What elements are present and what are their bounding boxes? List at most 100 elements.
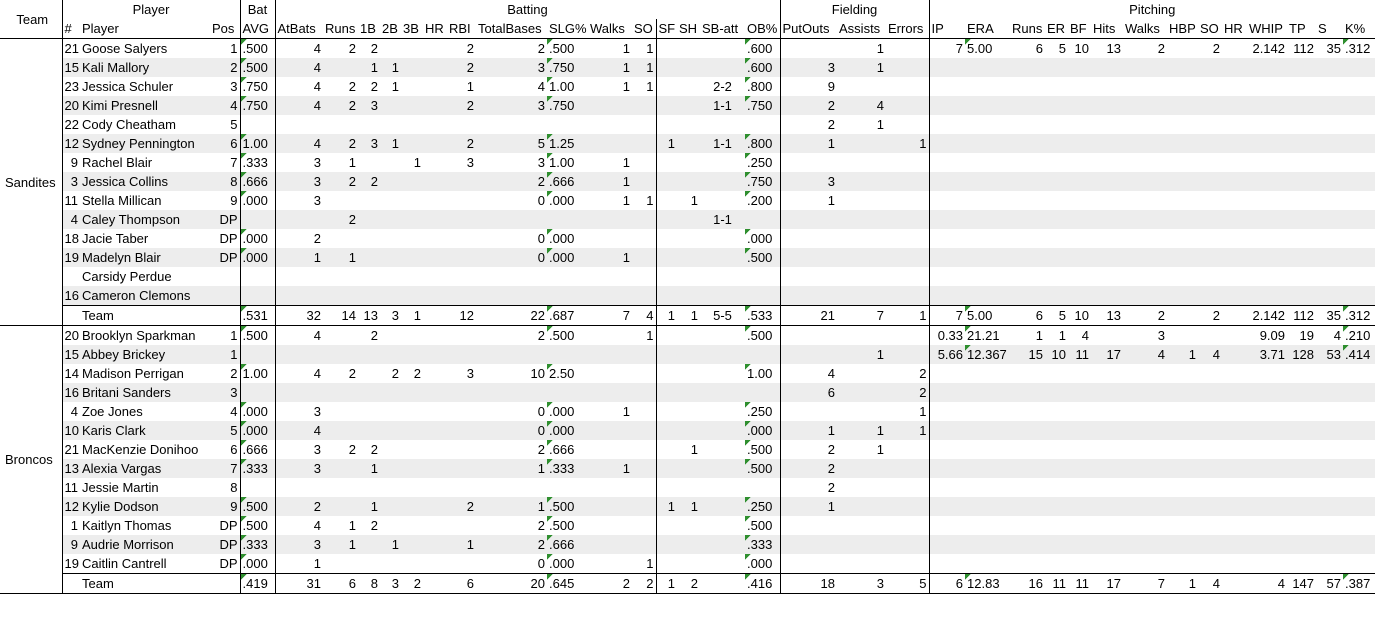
cell (928, 191, 966, 210)
cell: DP (210, 210, 240, 229)
cell: .387 (1343, 573, 1376, 594)
cell: .666 (547, 440, 588, 459)
cell (401, 267, 423, 286)
cell (423, 267, 447, 286)
cell: 2 (274, 229, 323, 248)
cell: 2 (779, 440, 838, 459)
cell: 1 (646, 193, 654, 208)
cell: Caitlin Cantrell (80, 554, 210, 574)
cell (1287, 191, 1316, 210)
cell (965, 535, 1011, 554)
cell (1010, 96, 1046, 115)
cell (1247, 248, 1288, 267)
cell (1167, 554, 1199, 574)
cell: 2 (1157, 41, 1166, 56)
cell (632, 153, 656, 172)
cell (1010, 440, 1045, 459)
cell: 10 (1074, 41, 1090, 56)
player-row: 21 MacKenzie Donihoo 6.666 3 2 2 2.666 1.500 2 1 (0, 440, 1375, 459)
cell (239, 478, 275, 497)
cell (1010, 191, 1045, 210)
cell: .000 (745, 229, 781, 248)
cell (928, 286, 966, 306)
cell (1222, 459, 1248, 478)
cell: 1 (447, 535, 476, 554)
cell (1222, 345, 1248, 364)
cell (655, 516, 677, 535)
cell (380, 440, 401, 459)
cell (1287, 248, 1317, 267)
cell: 1 (380, 58, 401, 77)
cell: 1 (70, 518, 78, 533)
cell (1247, 286, 1288, 306)
cell (1091, 58, 1124, 77)
cell (779, 554, 838, 574)
cell: 4 (274, 77, 323, 96)
cell (1222, 554, 1248, 574)
column-header: HBP (1167, 19, 1199, 39)
cell: 1-1 (700, 134, 745, 153)
cell (965, 77, 1010, 96)
cell (677, 96, 700, 115)
cell (1010, 383, 1046, 402)
cell (401, 191, 423, 210)
cell: DP (210, 554, 240, 574)
cell: 5 (210, 421, 240, 440)
cell (928, 134, 966, 153)
cell (965, 229, 1010, 248)
cell (1010, 153, 1045, 172)
cell: 5-5 (700, 305, 745, 326)
cell: 21 (64, 442, 79, 457)
cell (1091, 248, 1124, 267)
cell: 6 (1035, 41, 1044, 56)
cell: 1 (380, 134, 401, 153)
cell: 1.25 (547, 134, 588, 153)
cell (965, 134, 1011, 153)
cell (1091, 286, 1124, 306)
cell: 20 (64, 328, 79, 343)
cell: 4 (1247, 573, 1288, 594)
cell (1010, 77, 1045, 96)
cell (1222, 573, 1248, 594)
cell (358, 554, 380, 574)
cell (1222, 267, 1247, 286)
cell (588, 345, 632, 364)
cell (700, 383, 745, 402)
cell: 1 (876, 41, 885, 56)
cell (1287, 383, 1317, 402)
cell (655, 402, 677, 421)
cell: 1 (358, 58, 380, 77)
cell: 1 (632, 58, 656, 77)
cell: 11 (1068, 573, 1092, 594)
cell: Kaitlyn Thomas (82, 518, 172, 533)
cell (1198, 96, 1223, 115)
cell: 12 (62, 134, 80, 153)
cell (677, 535, 700, 554)
cell (1247, 459, 1288, 478)
column-header: SLG% (547, 19, 588, 39)
cell: 0 (537, 231, 545, 246)
cell: 1 (210, 345, 240, 364)
cell (779, 210, 838, 229)
cell (1316, 191, 1343, 210)
cell: 5.00 (965, 305, 1011, 326)
team-name: Broncos (0, 325, 63, 594)
cell (1045, 440, 1068, 459)
cell: .533 (745, 305, 781, 326)
cell (1167, 172, 1199, 191)
cell (358, 115, 380, 134)
cell (1198, 172, 1223, 191)
cell (447, 459, 476, 478)
cell (447, 440, 476, 459)
cell (323, 402, 358, 421)
cell (323, 383, 358, 402)
cell (700, 172, 745, 191)
cell (274, 478, 323, 497)
cell (274, 383, 323, 402)
cell: 2 (779, 478, 838, 497)
cell: 1 (655, 573, 677, 594)
cell (1068, 459, 1092, 478)
cell: 1 (348, 155, 356, 170)
cell: 2 (537, 41, 545, 56)
cell (1068, 96, 1092, 115)
